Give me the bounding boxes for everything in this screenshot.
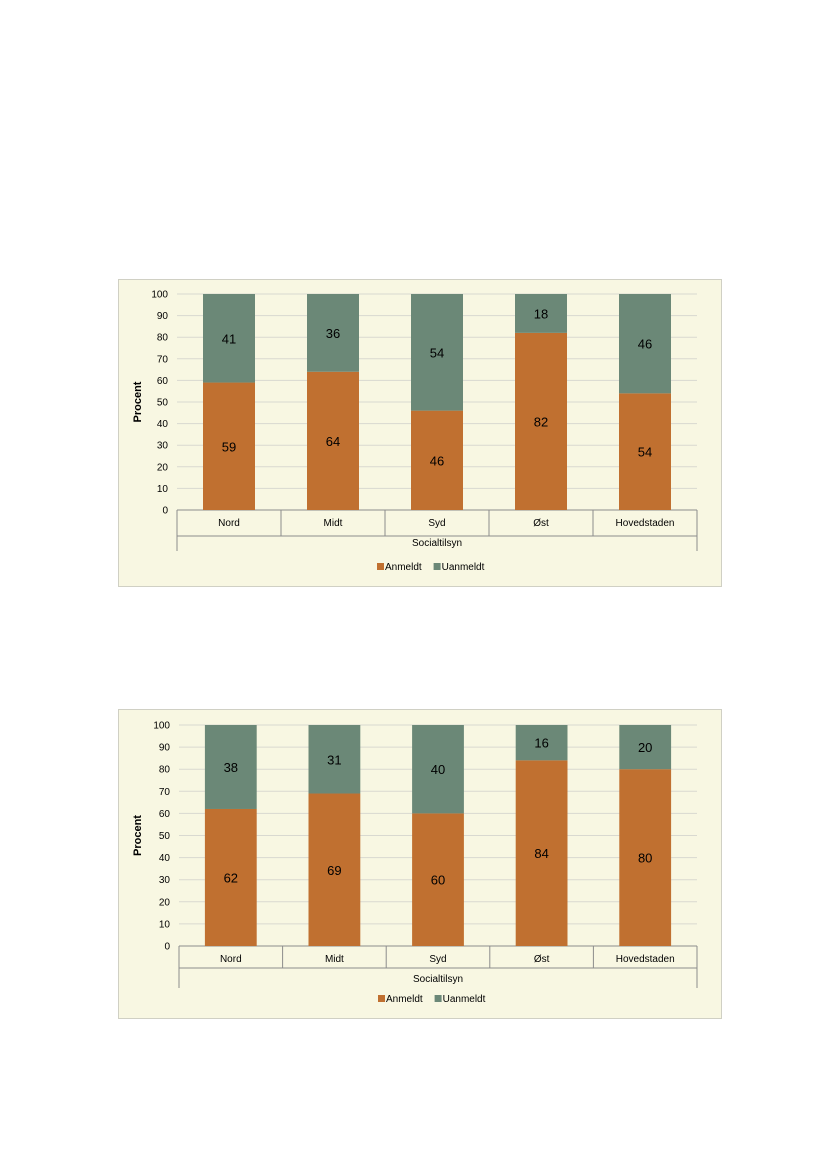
bar-anmeldt xyxy=(515,760,568,946)
data-label: 80 xyxy=(638,851,652,866)
y-tick-label: 30 xyxy=(157,441,169,452)
data-label: 20 xyxy=(638,740,652,755)
x-tick-label: Hovedstaden xyxy=(616,518,675,529)
bar-uanmeldt xyxy=(308,725,361,794)
legend-entry: Uanmeldt xyxy=(443,994,486,1005)
data-label: 18 xyxy=(534,306,548,321)
y-axis-label: Procent xyxy=(132,815,144,856)
data-label: 54 xyxy=(638,445,652,460)
x-tick-label: Hovedstaden xyxy=(616,954,675,965)
x-tick-label: Syd xyxy=(428,518,445,529)
data-label: 84 xyxy=(534,846,548,861)
y-tick-label: 50 xyxy=(157,398,169,409)
chart-2-svg: 0 10 20 30 40 50 60 70 80 90 100 Procent 62 38 Nord 69 3… xyxy=(132,721,698,1005)
x-tick-label: Midt xyxy=(324,518,343,529)
legend-entry: Anmeldt xyxy=(386,994,423,1005)
legend-swatch xyxy=(433,563,441,570)
data-label: 31 xyxy=(327,752,341,767)
x-tick-label: Midt xyxy=(325,954,344,965)
data-label: 38 xyxy=(224,760,238,775)
y-tick-label: 0 xyxy=(162,506,168,517)
y-tick-label: 60 xyxy=(159,809,171,820)
data-label: 41 xyxy=(222,331,236,346)
x-tick-label: Syd xyxy=(429,954,446,965)
y-tick-label: 60 xyxy=(157,376,169,387)
bar-anmeldt xyxy=(515,332,567,510)
data-label: 60 xyxy=(431,873,445,888)
bar-anmeldt xyxy=(204,808,257,946)
y-tick-label: 70 xyxy=(157,354,169,365)
y-tick-label: 30 xyxy=(159,875,171,886)
bar-uanmeldt xyxy=(203,294,255,383)
bar-anmeldt xyxy=(307,371,359,510)
y-tick-label: 20 xyxy=(157,462,169,473)
bar-anmeldt xyxy=(619,769,672,946)
bar-uanmeldt xyxy=(619,725,672,770)
y-tick-label: 20 xyxy=(159,897,171,908)
y-tick-label: 90 xyxy=(159,743,171,754)
x-axis-label: Socialtilsyn xyxy=(412,538,462,549)
bar-uanmeldt xyxy=(307,294,359,372)
y-tick-label: 80 xyxy=(157,333,169,344)
bar-anmeldt xyxy=(412,813,464,946)
y-tick-label: 10 xyxy=(159,919,171,930)
bar-anmeldt xyxy=(411,410,463,510)
y-tick-label: 0 xyxy=(164,942,170,953)
bar-anmeldt xyxy=(203,382,255,510)
bar-uanmeldt xyxy=(619,294,671,394)
y-tick-label: 100 xyxy=(151,290,168,301)
data-label: 82 xyxy=(534,414,548,429)
y-tick-label: 10 xyxy=(157,484,169,495)
bar-uanmeldt xyxy=(412,725,464,814)
data-label: 40 xyxy=(431,762,445,777)
x-axis-label: Socialtilsyn xyxy=(413,974,463,985)
bar-uanmeldt xyxy=(515,294,567,333)
data-label: 62 xyxy=(224,870,238,885)
legend-swatch xyxy=(434,995,442,1002)
data-label: 36 xyxy=(326,326,340,341)
x-tick-label: Nord xyxy=(220,954,242,965)
bar-anmeldt xyxy=(619,393,671,510)
legend-entry: Uanmeldt xyxy=(442,562,485,573)
data-label: 69 xyxy=(327,863,341,878)
y-tick-label: 50 xyxy=(159,831,171,842)
y-tick-label: 100 xyxy=(153,721,170,732)
y-tick-label: 90 xyxy=(157,311,169,322)
bar-uanmeldt xyxy=(515,725,568,761)
y-tick-label: 40 xyxy=(159,853,171,864)
data-label: 46 xyxy=(638,337,652,352)
data-label: 59 xyxy=(222,439,236,454)
bar-uanmeldt xyxy=(204,725,257,809)
y-tick-label: 70 xyxy=(159,787,171,798)
x-tick-label: Øst xyxy=(534,954,550,965)
data-label: 16 xyxy=(534,736,548,751)
bar-uanmeldt xyxy=(411,294,463,411)
data-label: 64 xyxy=(326,434,340,449)
data-label: 46 xyxy=(430,453,444,468)
chart-1-svg: 0 10 20 30 40 50 60 70 80 90 100 Procent 59 41 Nord 64 3… xyxy=(132,290,698,573)
chart-2: 0 10 20 30 40 50 60 70 80 90 100 Procent 62 38 Nord 69 3… xyxy=(118,709,722,1019)
y-tick-label: 40 xyxy=(157,419,169,430)
legend-entry: Anmeldt xyxy=(385,562,422,573)
bar-anmeldt xyxy=(308,793,361,946)
x-tick-label: Nord xyxy=(218,518,240,529)
y-axis-label: Procent xyxy=(132,381,144,422)
y-tick-label: 80 xyxy=(159,765,171,776)
chart-1: 0 10 20 30 40 50 60 70 80 90 100 Procent 59 41 Nord 64 3… xyxy=(118,279,722,587)
legend-swatch xyxy=(377,563,384,570)
legend-swatch xyxy=(378,995,385,1002)
data-label: 54 xyxy=(430,345,444,360)
x-tick-label: Øst xyxy=(533,518,549,529)
